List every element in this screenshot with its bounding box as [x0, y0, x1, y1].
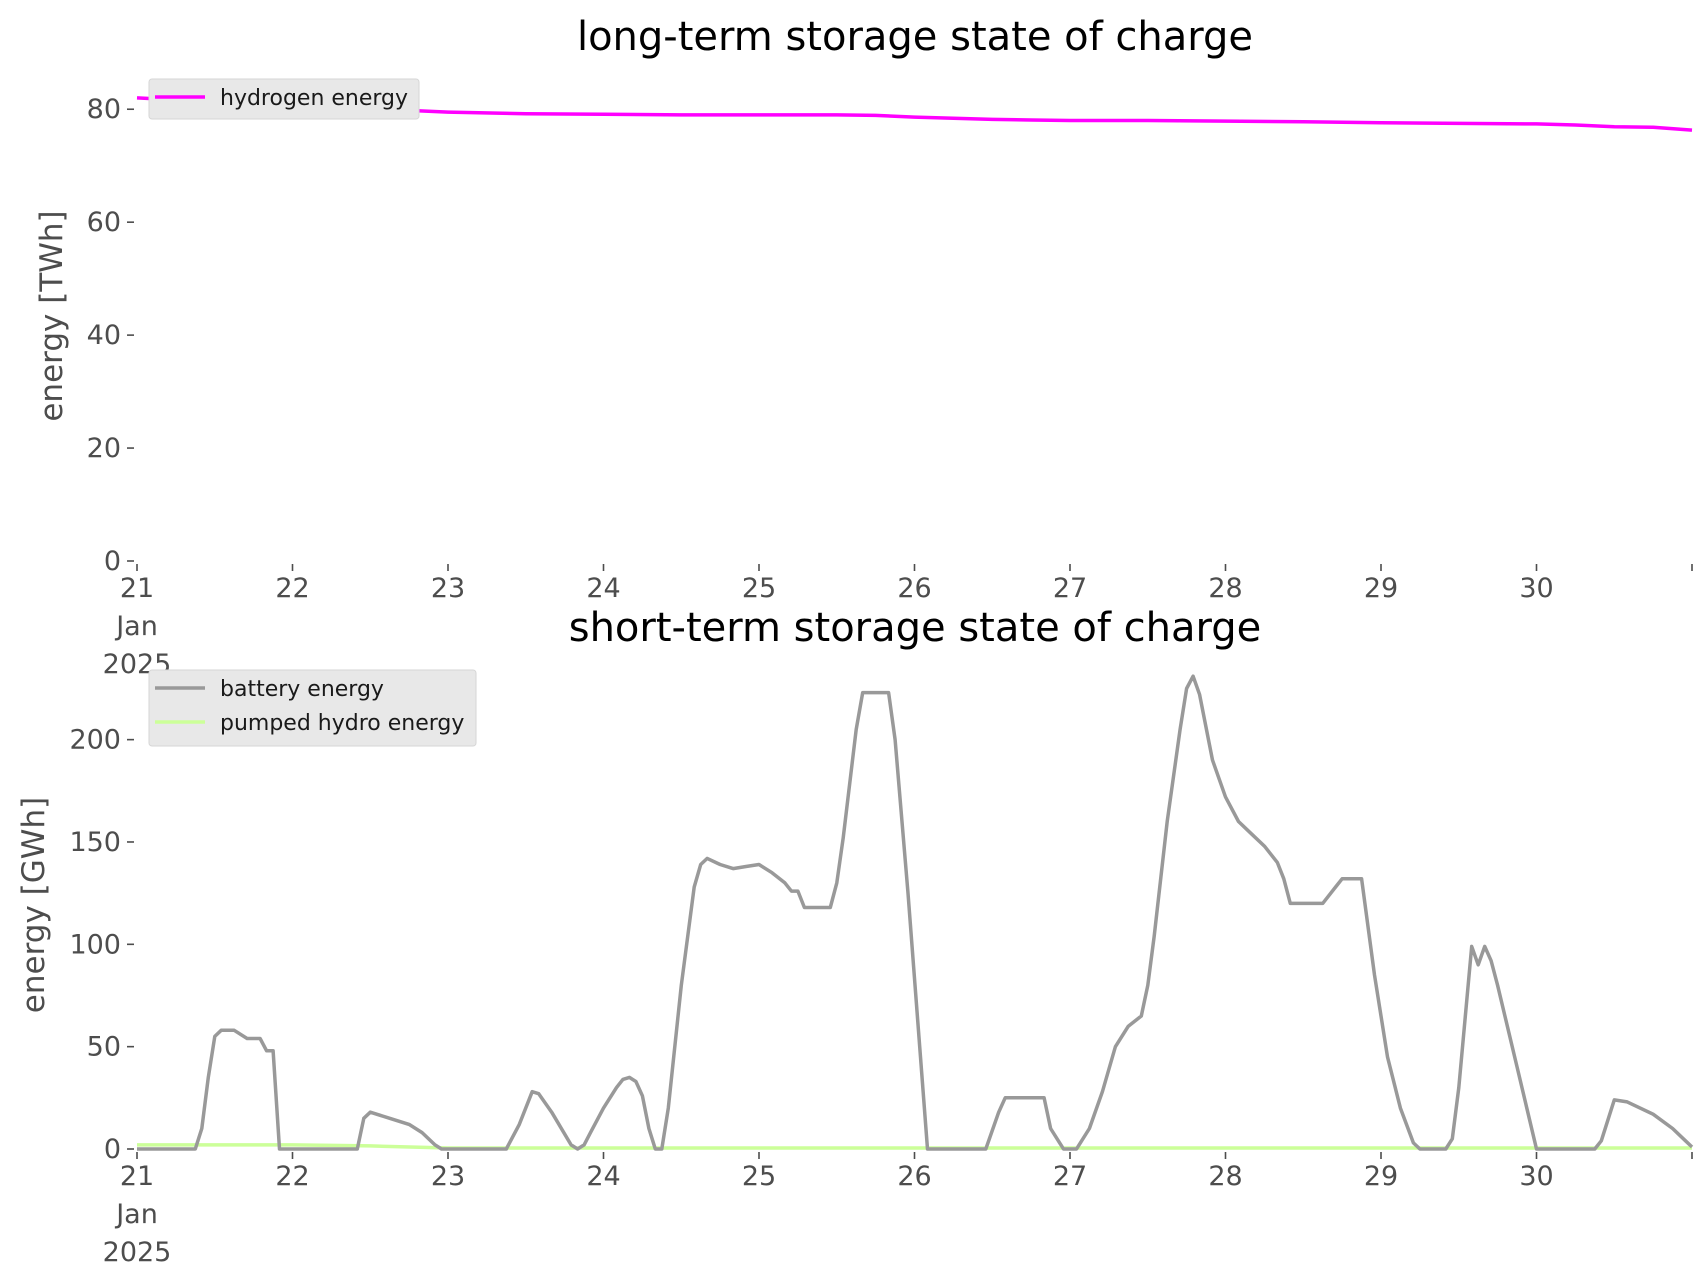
- x-axis: 21 Jan 2025 22 23 24 25 26 27 28 29 30: [103, 564, 1693, 680]
- x-tick-label: 23: [431, 573, 465, 604]
- legend-box: [148, 78, 420, 120]
- x-tick-label: 25: [742, 573, 776, 604]
- legend-box: [148, 669, 477, 747]
- x-tick-label: 26: [897, 573, 931, 604]
- x-tick-label: 27: [1053, 573, 1087, 604]
- chart-title: short-term storage state of charge: [569, 605, 1262, 651]
- y-tick-label: 100: [69, 929, 121, 960]
- x-tick-label: 30: [1519, 1161, 1553, 1192]
- x-tick-label: 24: [586, 1161, 620, 1192]
- x-tick-label: 22: [275, 1161, 309, 1192]
- x-axis: 21 Jan 2025 22 23 24 25 26 27 28 29 30: [103, 1152, 1693, 1268]
- y-tick-label: 50: [87, 1032, 121, 1063]
- x-tick-label: 30: [1519, 573, 1553, 604]
- y-tick-label: 80: [87, 94, 121, 125]
- x-tick-label: 26: [897, 1161, 931, 1192]
- x-tick-label: 29: [1364, 573, 1398, 604]
- x-tick-label: 22: [275, 573, 309, 604]
- legend-label-battery: battery energy: [220, 677, 384, 702]
- chart-long-term: long-term storage state of charge energy…: [34, 14, 1693, 680]
- y-axis-label: energy [TWh]: [34, 210, 70, 421]
- x-tick-label: 23: [431, 1161, 465, 1192]
- x-tick-label: 25: [742, 1161, 776, 1192]
- legend-label-hydrogen: hydrogen energy: [220, 86, 408, 111]
- x-tick-label: 21 Jan 2025: [103, 1161, 172, 1268]
- x-tick-label: 24: [586, 573, 620, 604]
- y-tick-label: 20: [87, 433, 121, 464]
- series-line-battery-energy: [137, 674, 1694, 1151]
- y-tick-label: 200: [69, 725, 121, 756]
- series-layer: [137, 674, 1694, 1151]
- y-axis: 0 20 40 60 80: [87, 94, 134, 577]
- chart-short-term: short-term storage state of charge energ…: [16, 605, 1694, 1268]
- y-axis: 0 50 100 150 200: [69, 725, 134, 1165]
- legend: battery energy pumped hydro energy: [148, 669, 477, 747]
- series-line-hydrogen-energy: [136, 96, 1693, 132]
- y-tick-label: 60: [87, 207, 121, 238]
- y-tick-label: 0: [104, 546, 121, 577]
- legend-label-pumped-hydro: pumped hydro energy: [220, 711, 464, 736]
- chart-title: long-term storage state of charge: [577, 14, 1253, 60]
- series-line-pumped-hydro-energy: [137, 1143, 1692, 1150]
- y-axis-label: energy [GWh]: [16, 797, 52, 1013]
- x-tick-label: 28: [1208, 573, 1242, 604]
- y-tick-label: 40: [87, 320, 121, 351]
- y-tick-label: 150: [69, 827, 121, 858]
- x-tick-label: 28: [1208, 1161, 1242, 1192]
- y-tick-label: 0: [104, 1134, 121, 1165]
- x-tick-label: 21 Jan 2025: [103, 573, 172, 680]
- x-tick-label: 29: [1364, 1161, 1398, 1192]
- legend: hydrogen energy: [148, 78, 420, 120]
- x-tick-label: 27: [1053, 1161, 1087, 1192]
- series-layer: [136, 96, 1693, 132]
